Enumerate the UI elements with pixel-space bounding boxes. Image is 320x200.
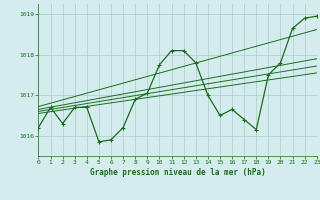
X-axis label: Graphe pression niveau de la mer (hPa): Graphe pression niveau de la mer (hPa)	[90, 168, 266, 177]
